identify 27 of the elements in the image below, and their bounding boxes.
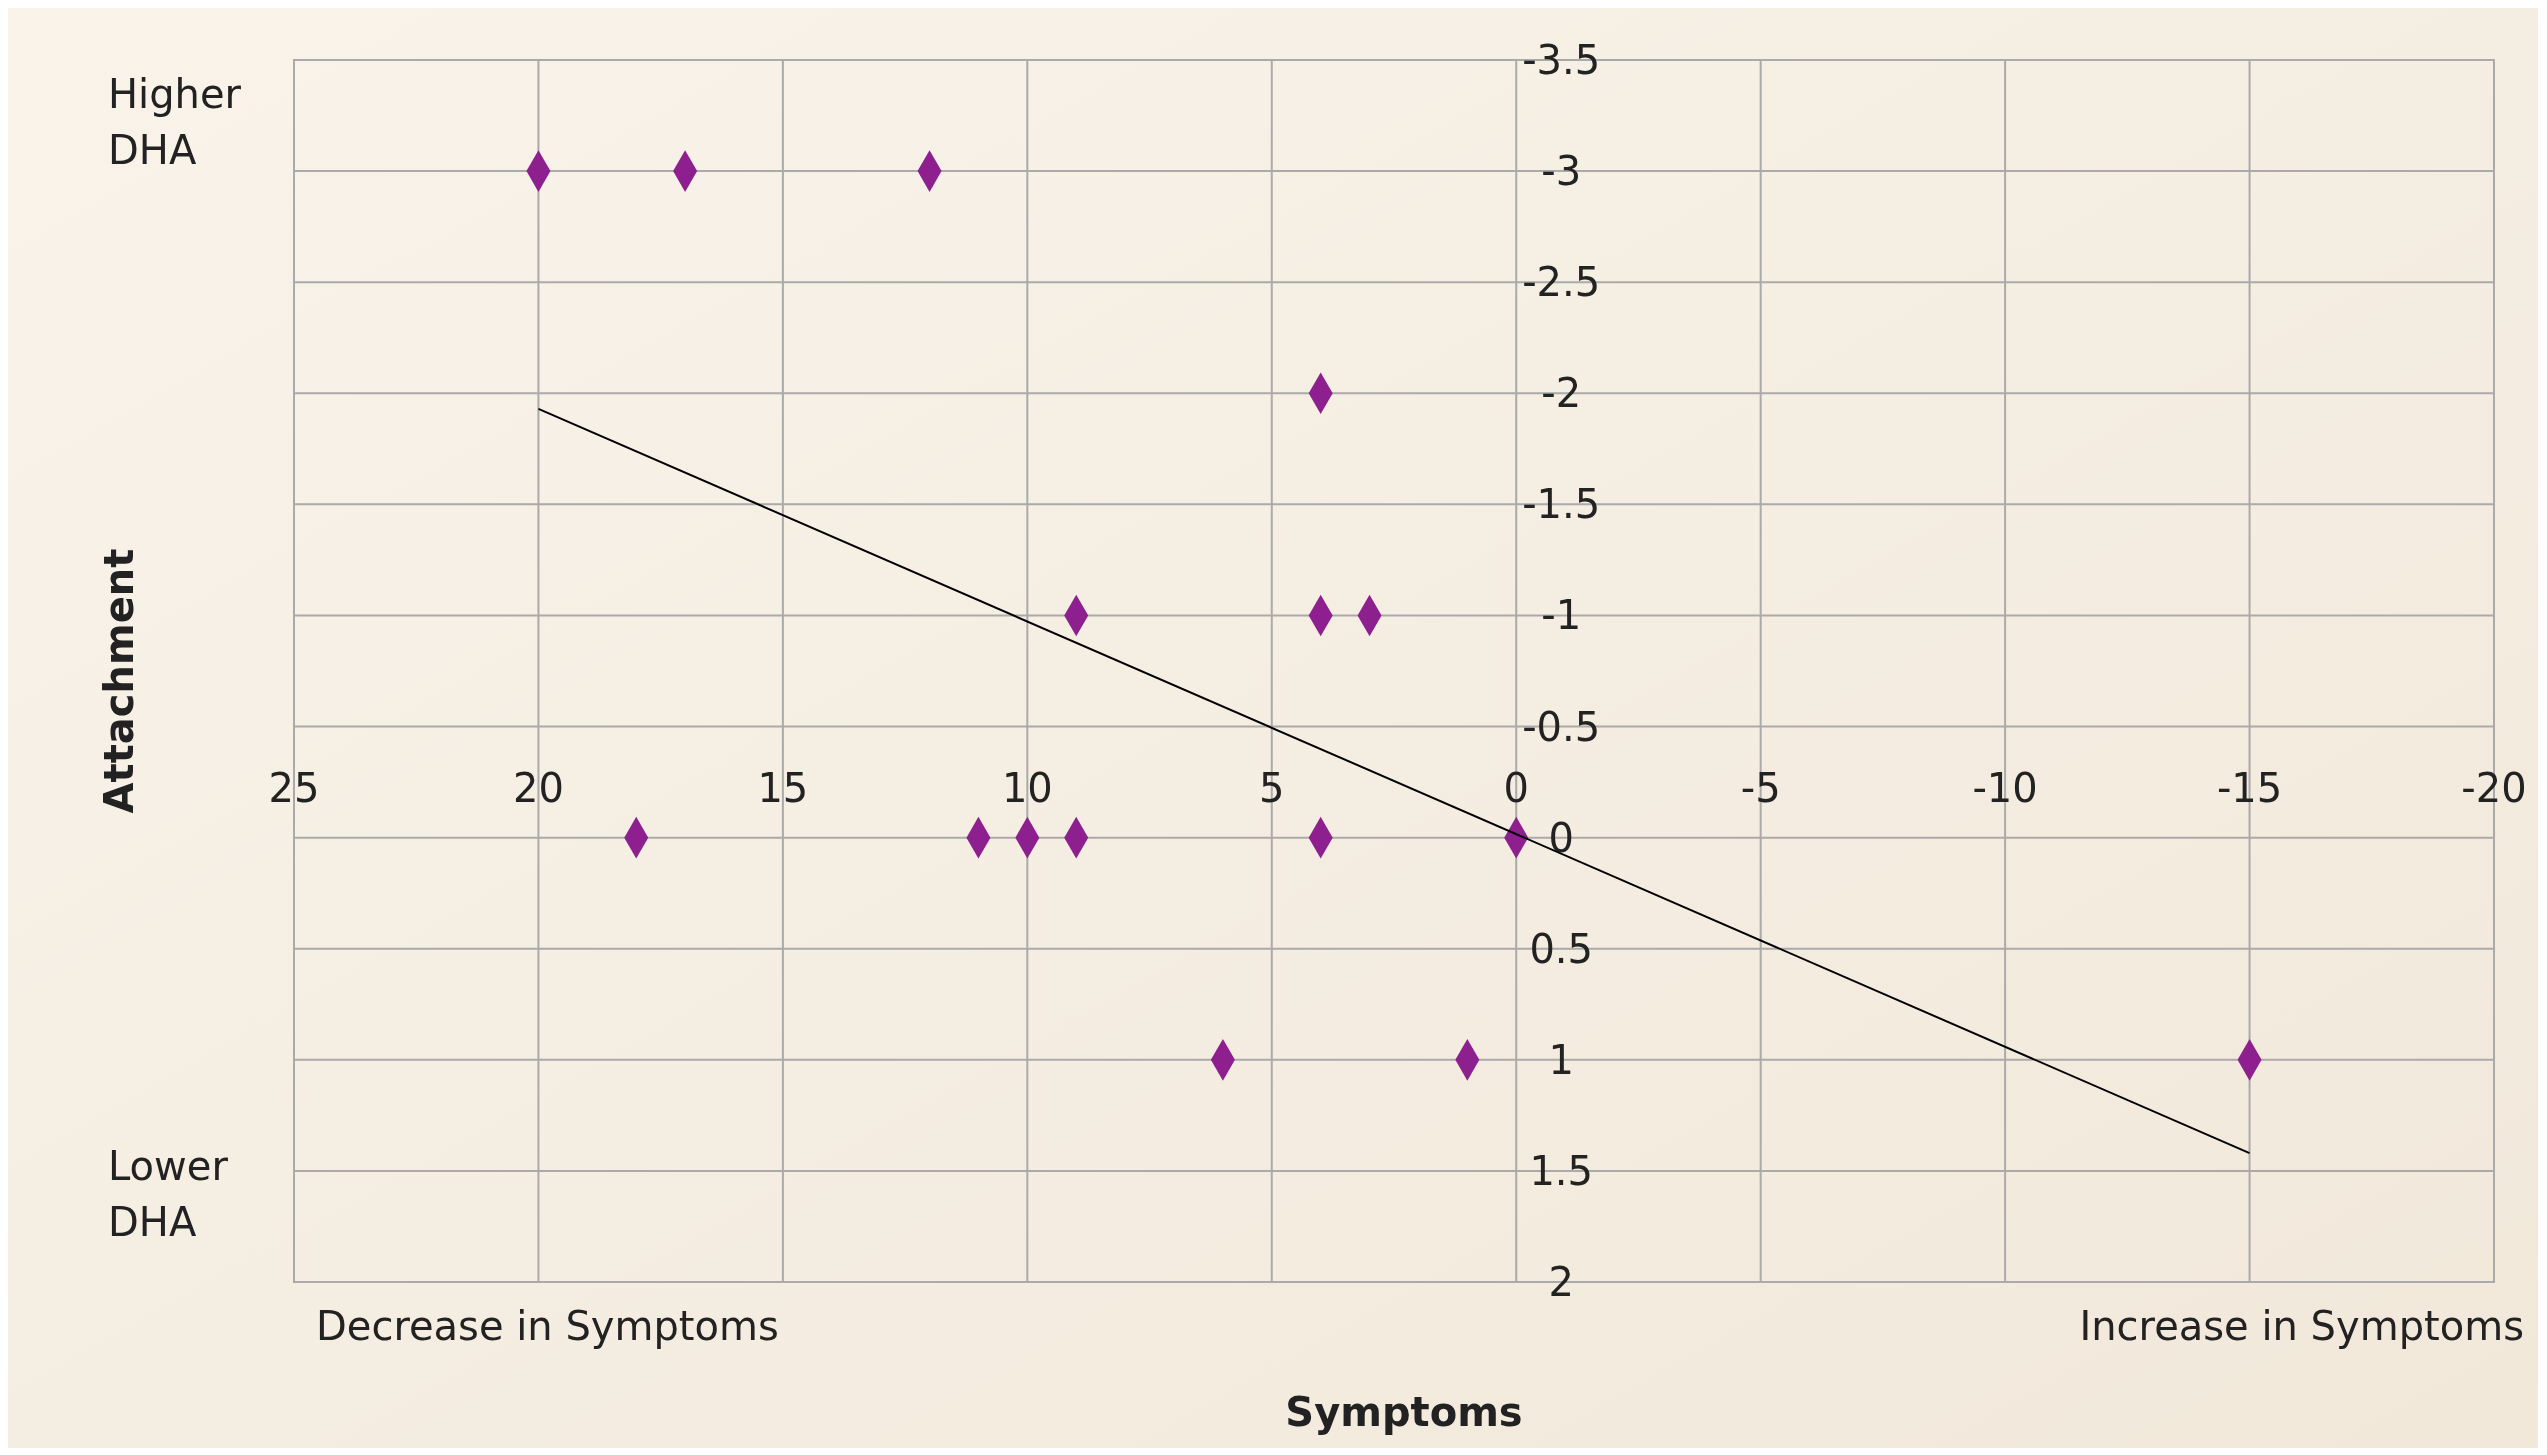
y-tick-label: 0.5 (1529, 925, 1594, 972)
x-tick-label: 25 (268, 764, 320, 811)
x-tick-label: 15 (757, 764, 809, 811)
text: Decrease in Symptoms (316, 1303, 779, 1349)
x-tick-label: -10 (1972, 764, 2038, 811)
y-tick-label: -3 (1541, 148, 1582, 195)
y-tick-label: 1.5 (1529, 1147, 1594, 1194)
x-tick-label: 20 (512, 764, 564, 811)
y-tick-label: 2 (1548, 1259, 1574, 1305)
x-tick-label: -5 (1740, 764, 1781, 811)
y-tick-label: -2 (1541, 370, 1582, 417)
x-tick-label: -15 (2216, 764, 2283, 811)
x-axis-title: Symptoms (1285, 1389, 1523, 1435)
y-tick-label: -2.5 (1522, 259, 1601, 306)
x-tick-label: -20 (2461, 764, 2527, 811)
y-tick-label: -1 (1541, 592, 1582, 639)
y-tick-label: 1 (1548, 1036, 1574, 1083)
y-tick-label: -3.5 (1522, 37, 1601, 83)
text: Increase in Symptoms (2079, 1303, 2524, 1349)
y-tick-label: 0 (1548, 814, 1574, 861)
y-axis-title: Attachment (96, 548, 142, 814)
y-tick-label: -0.5 (1522, 703, 1601, 750)
text: Lower DHA (108, 1143, 229, 1245)
x-tick-label: 10 (1001, 764, 1053, 811)
text: Higher DHA (108, 71, 242, 173)
y-tick-label: -1.5 (1522, 481, 1601, 528)
x-tick-label: 5 (1259, 764, 1285, 811)
